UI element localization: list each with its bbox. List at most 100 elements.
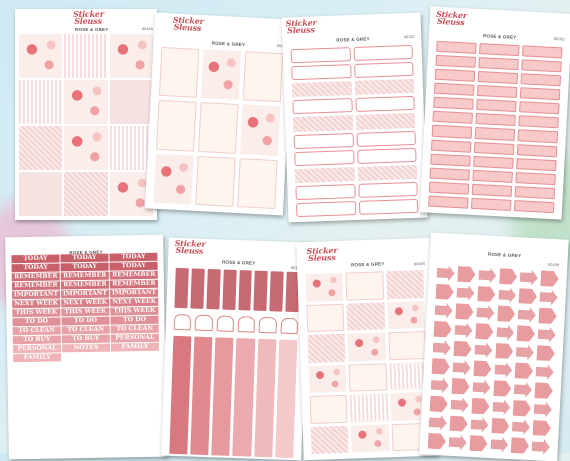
sticker-box	[388, 330, 427, 360]
sticker-box	[195, 155, 236, 207]
sticker-box	[64, 126, 108, 170]
arrow-icon	[435, 284, 454, 301]
arrow-icon	[492, 399, 511, 416]
arrow-icon	[476, 304, 495, 321]
word-sticker: THIS WEEK	[61, 307, 110, 317]
brand-logo: Sticker Sleuss	[73, 9, 104, 26]
word-sticker: TODAY	[11, 263, 60, 273]
arrow-icon	[453, 341, 472, 358]
sheet-code: 8016C	[403, 34, 416, 40]
sticker-box	[517, 129, 559, 143]
sticker-sheet-h[interactable]: ROSE & GREY 8016H	[419, 232, 569, 461]
arrow-icon	[537, 326, 556, 343]
arrow-icon	[496, 324, 515, 341]
sticker-box	[206, 268, 221, 310]
arrow-icon	[497, 306, 516, 323]
arrow-icon	[533, 420, 552, 437]
bow-icon	[237, 316, 256, 333]
arrow-icon	[540, 270, 559, 287]
sheet-title: ROSE & GREY	[336, 36, 370, 43]
word-sticker-grid: TODAY TODAY TODAY TODAY TODAY TODAY REMEMBER RE…	[11, 252, 160, 363]
word-sticker: NEXT WEEK	[61, 298, 110, 308]
bow-icon	[194, 314, 213, 332]
sticker-grid	[428, 40, 563, 214]
sticker-box	[474, 127, 516, 141]
sheet-title: ROSE & GREY	[75, 27, 109, 32]
arrow-icon	[475, 323, 494, 340]
word-sticker: TODAY	[60, 262, 109, 272]
sticker-box	[436, 40, 477, 54]
arrow-icon	[494, 362, 513, 379]
arrow-icon	[428, 433, 447, 450]
sticker-box	[470, 197, 512, 211]
arrow-icon	[457, 266, 476, 283]
arrow-icon	[520, 269, 539, 286]
sticker-box	[156, 100, 197, 152]
arrow-icon	[449, 415, 468, 432]
sticker-box	[514, 185, 556, 200]
sticker-box	[479, 43, 520, 57]
arrow-icon	[432, 340, 451, 357]
sticker-box	[385, 269, 425, 299]
word-sticker: TO BUY	[61, 334, 110, 344]
sticker-grid	[169, 335, 298, 459]
arrow-icon	[450, 397, 469, 414]
sticker-box	[520, 73, 562, 87]
word-sticker: NOTES	[61, 343, 111, 353]
sticker-box	[292, 98, 353, 115]
word-sticker: TO CLEAN	[110, 324, 159, 334]
sticker-sheet-g[interactable]: Sticker Sleuss ROSE & GREY 8016G	[296, 237, 438, 461]
arrow-icon	[431, 377, 450, 394]
sticker-box	[153, 153, 194, 205]
arrow-icon	[452, 359, 471, 376]
sticker-box	[346, 301, 385, 331]
sticker-box	[198, 102, 239, 154]
word-sticker: IMPORTANT	[12, 290, 61, 300]
arrow-icon	[470, 416, 489, 433]
sticker-box	[356, 130, 416, 147]
sticker-sheet-a[interactable]: Sticker Sleuss ROSE & GREY 8016A	[15, 9, 157, 220]
sticker-box	[64, 34, 108, 78]
sticker-box	[158, 46, 200, 99]
sticker-sheet-d[interactable]: Sticker Sleuss ROSE & GREY 8016D	[419, 6, 570, 220]
sticker-box	[310, 425, 349, 454]
arrow-icon	[535, 382, 554, 399]
dot-strip	[253, 338, 277, 458]
sticker-box	[308, 364, 347, 394]
sticker-box	[353, 44, 413, 62]
arrow-icon	[512, 419, 531, 436]
sticker-box	[519, 101, 560, 115]
sticker-box	[239, 104, 281, 156]
sticker-box	[433, 97, 474, 111]
word-sticker: THIS WEEK	[110, 306, 159, 316]
sticker-sheet-c[interactable]: Sticker Sleuss ROSE & GREY 8016C	[281, 12, 428, 223]
sticker-box	[306, 303, 345, 333]
word-sticker: TODAY	[60, 253, 109, 263]
arrow-icon	[473, 360, 492, 377]
dot-strip	[169, 335, 192, 455]
sticker-box	[242, 51, 284, 103]
sticker-grid	[428, 265, 559, 455]
sticker-box	[291, 64, 352, 81]
word-sticker: REMEMBER	[11, 272, 60, 282]
arrow-icon	[536, 345, 555, 362]
sticker-box	[109, 80, 153, 124]
sticker-box	[290, 47, 351, 64]
word-sticker: TO CLEAN	[12, 326, 61, 336]
word-sticker: REMEMBER	[60, 280, 109, 290]
word-sticker: TO DO	[110, 315, 159, 325]
sticker-box	[347, 332, 387, 362]
sticker-box	[476, 85, 518, 99]
sticker-box	[19, 172, 63, 216]
arrow-icon	[469, 435, 488, 452]
sticker-box	[357, 181, 418, 198]
sticker-box	[472, 169, 513, 183]
sticker-box	[477, 71, 519, 85]
sticker-box	[428, 181, 470, 195]
sticker-box	[387, 300, 426, 330]
sticker-box	[516, 157, 557, 171]
sticker-box	[358, 198, 419, 215]
sticker-sheet-e[interactable]: ROSE & GREY 8016E TODAYTODAYTODAYTODAYTO…	[5, 234, 167, 460]
